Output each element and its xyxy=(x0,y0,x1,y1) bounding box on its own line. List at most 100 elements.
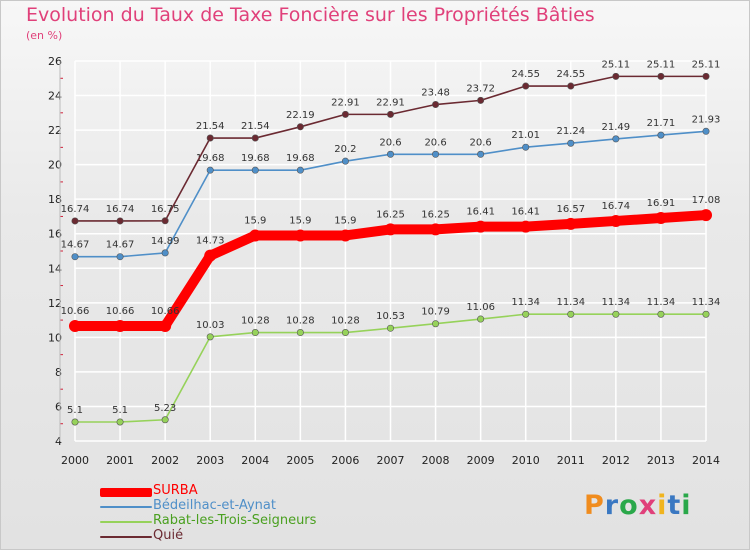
data-point xyxy=(71,253,79,261)
y-tick-label: 26 xyxy=(48,55,62,68)
data-point xyxy=(296,166,304,174)
data-label: 24.55 xyxy=(556,69,585,80)
data-point xyxy=(116,217,124,225)
y-tick-label: 20 xyxy=(48,159,62,172)
data-label: 20.6 xyxy=(470,137,492,148)
data-label: 11.34 xyxy=(556,297,585,308)
data-label: 16.25 xyxy=(376,209,405,220)
x-tick-label: 2000 xyxy=(61,454,89,467)
y-tick-label: 10 xyxy=(48,331,62,344)
data-label: 17.08 xyxy=(692,195,721,206)
data-label: 5.1 xyxy=(67,405,83,416)
data-point xyxy=(251,134,259,142)
x-tick-label: 2006 xyxy=(331,454,359,467)
logo-letter: P xyxy=(584,490,605,521)
data-label: 10.53 xyxy=(376,311,405,322)
data-point xyxy=(702,310,710,318)
data-label: 22.91 xyxy=(376,97,405,108)
data-point xyxy=(206,166,214,174)
data-label: 11.34 xyxy=(647,297,676,308)
series-rabat-les-trois-seigneurs: 5.1 5.1 5.23 10.03 10.28 10.28 10.28 10.53 10.79… xyxy=(67,297,721,426)
data-label: 25.11 xyxy=(647,59,676,70)
data-point xyxy=(567,310,575,318)
y-tick-label: 22 xyxy=(48,124,62,137)
data-point xyxy=(116,418,124,426)
data-point xyxy=(477,96,485,104)
data-point xyxy=(161,249,169,257)
data-point xyxy=(341,329,349,337)
legend-swatch xyxy=(100,521,152,523)
data-point xyxy=(609,214,622,227)
data-label: 25.11 xyxy=(602,59,631,70)
data-label: 24.55 xyxy=(511,69,540,80)
data-point xyxy=(612,135,620,143)
data-label: 15.9 xyxy=(289,215,311,226)
data-point xyxy=(522,310,530,318)
data-label: 16.74 xyxy=(61,204,90,215)
x-tick-label: 2014 xyxy=(692,454,720,467)
logo-letter: x xyxy=(638,490,658,521)
data-label: 11.34 xyxy=(692,297,721,308)
data-point xyxy=(429,223,442,236)
data-label: 10.79 xyxy=(421,307,450,318)
data-label: 21.54 xyxy=(241,121,270,132)
data-point xyxy=(522,82,530,90)
data-label: 15.9 xyxy=(334,215,356,226)
data-point xyxy=(519,220,532,233)
data-point xyxy=(339,229,352,242)
data-point xyxy=(251,329,259,337)
data-point xyxy=(432,101,440,109)
y-tick-label: 14 xyxy=(48,262,62,275)
data-label: 16.25 xyxy=(421,209,450,220)
data-label: 22.19 xyxy=(286,110,315,121)
legend-swatch xyxy=(100,536,152,538)
data-point xyxy=(657,72,665,80)
proxiti-logo: Proxiti xyxy=(584,490,692,521)
data-label: 20.6 xyxy=(424,137,446,148)
data-point xyxy=(432,150,440,158)
data-point xyxy=(657,310,665,318)
data-point xyxy=(116,253,124,261)
data-label: 25.11 xyxy=(692,59,721,70)
data-label: 14.73 xyxy=(196,236,225,247)
data-point xyxy=(341,110,349,118)
data-point xyxy=(386,150,394,158)
data-point xyxy=(206,134,214,142)
data-point xyxy=(477,315,485,323)
data-point xyxy=(612,72,620,80)
x-tick-label: 2010 xyxy=(512,454,540,467)
x-tick-label: 2004 xyxy=(241,454,269,467)
data-label: 10.28 xyxy=(286,316,315,327)
data-label: 23.72 xyxy=(466,83,495,94)
data-point xyxy=(294,229,307,242)
data-label: 11.34 xyxy=(602,297,631,308)
data-point xyxy=(69,319,81,332)
data-point xyxy=(567,82,575,90)
data-point xyxy=(700,209,712,222)
legend-label: Bédeilhac-et-Aynat xyxy=(153,498,276,513)
data-label: 16.57 xyxy=(556,204,585,215)
x-tick-label: 2005 xyxy=(286,454,314,467)
data-label: 16.41 xyxy=(466,207,495,218)
data-label: 20.2 xyxy=(334,144,356,155)
data-label: 10.28 xyxy=(331,316,360,327)
data-label: 10.66 xyxy=(61,306,90,317)
legend-swatch xyxy=(100,488,152,497)
legend-swatch xyxy=(100,506,152,508)
data-label: 14.67 xyxy=(61,240,90,251)
data-point xyxy=(296,329,304,337)
y-tick-label: 6 xyxy=(55,400,62,413)
data-label: 11.34 xyxy=(511,297,540,308)
y-tick-label: 8 xyxy=(55,366,62,379)
y-tick-label: 24 xyxy=(48,90,62,103)
x-tick-label: 2012 xyxy=(602,454,630,467)
data-point xyxy=(71,217,79,225)
data-point xyxy=(654,212,667,225)
data-point xyxy=(161,217,169,225)
data-label: 5.23 xyxy=(154,403,176,414)
data-label: 15.9 xyxy=(244,215,266,226)
data-point xyxy=(702,127,710,135)
series-qui-: 16.74 16.74 16.75 21.54 21.54 22.19 22.91 22.91… xyxy=(61,59,721,225)
data-point xyxy=(71,418,79,426)
